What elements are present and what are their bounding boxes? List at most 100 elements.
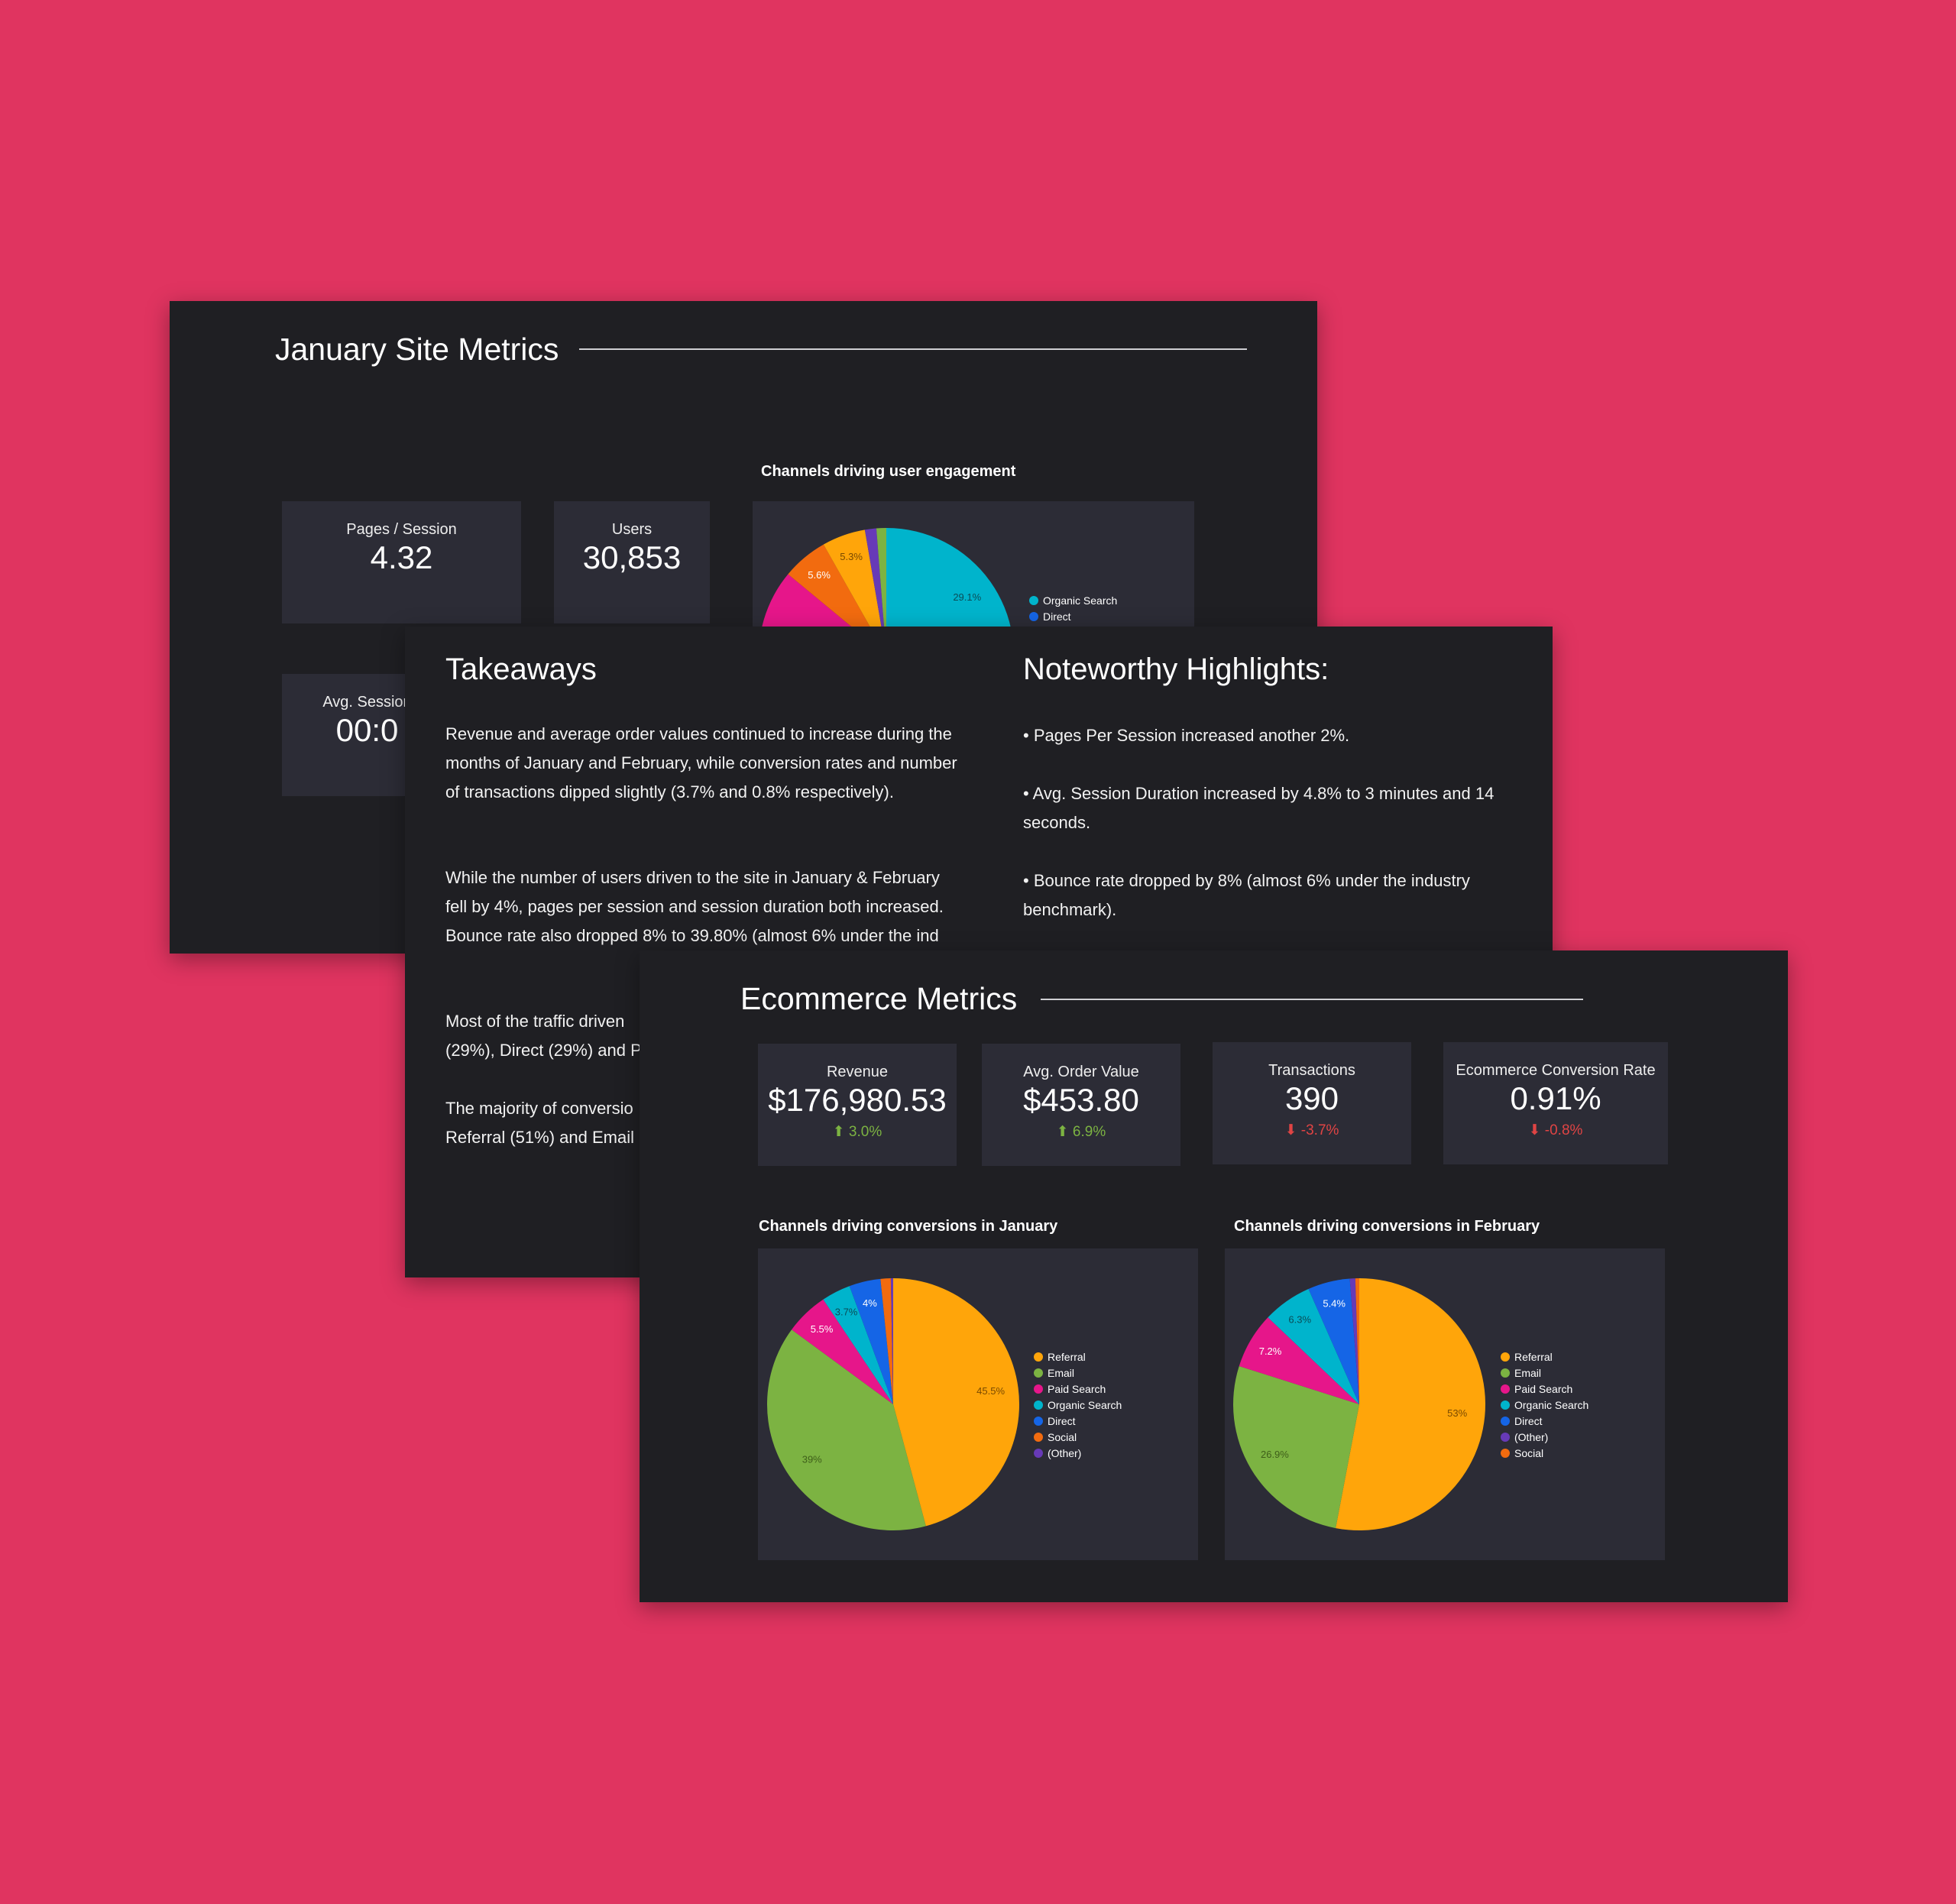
slice-value-label: 26.9% <box>1261 1449 1289 1460</box>
legend-label-organic-search: Organic Search <box>1043 594 1117 607</box>
revenue-card: Revenue $176,980.53 ⬆ 3.0% <box>758 1044 957 1166</box>
legend-swatch-paid-search <box>1034 1384 1043 1394</box>
pie-slice-direct <box>849 1278 893 1404</box>
pie-slice-social <box>1355 1278 1359 1404</box>
legend-swatch-organic-search <box>1501 1400 1510 1410</box>
legend-label-email: Email <box>1514 1367 1541 1379</box>
slide-title: January Site Metrics <box>275 332 559 367</box>
slice-value-label: 5.4% <box>1323 1298 1346 1310</box>
jan-pie-chart: 45.5% 39% 5.5%3.7% 4% Referral Email Paid Sear… <box>767 1278 1122 1530</box>
legend-swatch-email <box>1034 1368 1043 1378</box>
legend-label-direct: Direct <box>1514 1415 1543 1427</box>
avg-order-value-card: Avg. Order Value $453.80 ⬆ 6.9% <box>982 1044 1180 1166</box>
takeaways-paragraph: Revenue and average order values continu… <box>445 724 957 801</box>
legend-label-organic-search: Organic Search <box>1048 1399 1122 1411</box>
legend-label-other: (Other) <box>1514 1431 1548 1443</box>
pie-slice-other <box>1349 1278 1359 1404</box>
pie-slice-paid-search <box>792 1299 893 1404</box>
legend-swatch-social <box>1501 1449 1510 1458</box>
feb-pie-chart: 53% 26.9% 7.2% 6.3% 5.4% Referral Email Paid Se… <box>1233 1278 1588 1530</box>
card-label: Transactions <box>1268 1062 1355 1079</box>
trend-down-badge: ⬇ -0.8% <box>1528 1122 1583 1138</box>
legend-label-email: Email <box>1048 1367 1074 1379</box>
slice-value-label: 53% <box>1447 1407 1467 1419</box>
slice-value-label: 3.7% <box>835 1306 858 1317</box>
legend-swatch-referral <box>1034 1352 1043 1362</box>
pie-slice-referral <box>1336 1278 1485 1530</box>
feb-chart-title: Channels driving conversions in February <box>1234 1218 1540 1235</box>
card-value: 4.32 <box>370 539 433 575</box>
card-value: $453.80 <box>1023 1082 1139 1118</box>
pie-slice-other <box>890 1278 893 1404</box>
pie-slice-referral <box>893 1278 1019 1527</box>
slice-value-label: 7.2% <box>1259 1345 1282 1357</box>
card-label: Avg. Order Value <box>1023 1064 1139 1080</box>
pie-slice-social <box>880 1278 893 1404</box>
legend-swatch-referral <box>1501 1352 1510 1362</box>
slice-value-label: 4% <box>863 1297 877 1309</box>
pie-slice-email <box>876 528 886 656</box>
legend-label-direct: Direct <box>1043 610 1071 623</box>
slice-value-label: 5.5% <box>811 1323 834 1335</box>
pie-slice-paid-search <box>1239 1317 1359 1404</box>
legend-label-referral: Referral <box>1048 1351 1086 1363</box>
legend-swatch-organic-search <box>1034 1400 1043 1410</box>
legend-label-social: Social <box>1514 1447 1543 1459</box>
pages-per-session-card: Pages / Session 4.32 <box>282 501 521 623</box>
chart-title: Channels driving user engagement <box>761 463 1016 480</box>
trend-down-badge: ⬇ -3.7% <box>1284 1122 1339 1138</box>
card-value: 30,853 <box>582 539 682 575</box>
feb-chart-panel: 53% 26.9% 7.2% 6.3% 5.4% Referral Email Paid Se… <box>1225 1248 1665 1560</box>
trend-up-badge: ⬆ 3.0% <box>832 1124 882 1140</box>
legend-swatch-paid-search <box>1501 1384 1510 1394</box>
takeaways-heading: Takeaways <box>445 652 597 686</box>
legend-label-referral: Referral <box>1514 1351 1553 1363</box>
legend-label-direct: Direct <box>1048 1415 1076 1427</box>
title-divider <box>579 348 1247 350</box>
pie-slice-organic-search <box>823 1286 893 1404</box>
card-label: Avg. Session <box>322 694 412 711</box>
legend-swatch-other <box>1034 1449 1043 1458</box>
takeaways-paragraph: Most of the traffic driven (29%), Direct… <box>445 1012 642 1060</box>
users-card: Users 30,853 <box>554 501 710 623</box>
conversion-rate-card: Ecommerce Conversion Rate 0.91% ⬇ -0.8% <box>1443 1042 1668 1164</box>
legend-swatch-organic-search <box>1029 596 1038 605</box>
pie-slice-direct <box>1308 1278 1359 1404</box>
slice-value-label: 6.3% <box>1288 1313 1311 1325</box>
legend-swatch-direct <box>1034 1417 1043 1426</box>
title-divider <box>1041 999 1583 1000</box>
card-value: 0.91% <box>1510 1080 1601 1116</box>
card-label: Pages / Session <box>346 521 457 538</box>
pie-slice-email <box>767 1329 926 1530</box>
legend-swatch-direct <box>1501 1417 1510 1426</box>
pie-slice-email <box>1233 1365 1359 1529</box>
legend-label-organic-search: Organic Search <box>1514 1399 1588 1411</box>
slice-value-label: 5.3% <box>840 551 863 562</box>
slice-value-label: 5.6% <box>808 569 831 581</box>
highlight-item: • Pages Per Session increased another 2%… <box>1023 726 1350 745</box>
legend-label-social: Social <box>1048 1431 1077 1443</box>
legend-label-paid-search: Paid Search <box>1514 1383 1572 1395</box>
legend-swatch-direct <box>1029 612 1038 621</box>
takeaways-paragraph: While the number of users driven to the … <box>445 868 944 945</box>
slice-value-label: 45.5% <box>976 1385 1005 1397</box>
slice-value-label: 29.1% <box>953 591 981 603</box>
pie-slice-referral <box>823 529 886 656</box>
card-value: 00:0 <box>335 712 399 748</box>
legend-swatch-other <box>1501 1433 1510 1442</box>
card-value: 390 <box>1284 1080 1339 1116</box>
transactions-card: Transactions 390 ⬇ -3.7% <box>1213 1042 1411 1164</box>
highlights-heading: Noteworthy Highlights: <box>1023 652 1329 686</box>
card-label: Revenue <box>826 1064 889 1080</box>
legend-swatch-email <box>1501 1368 1510 1378</box>
card-label: Ecommerce Conversion Rate <box>1456 1062 1656 1079</box>
card-label: Users <box>611 521 653 538</box>
highlight-item: • Bounce rate dropped by 8% (almost 6% u… <box>1023 871 1470 919</box>
legend-label-other: (Other) <box>1048 1447 1081 1459</box>
slide-ecommerce-metrics: Ecommerce Metrics Revenue $176,980.53 ⬆ … <box>640 950 1788 1602</box>
legend-label-paid-search: Paid Search <box>1048 1383 1106 1395</box>
jan-chart-title: Channels driving conversions in January <box>759 1218 1058 1235</box>
pie-slice-other <box>864 528 886 656</box>
slice-value-label: 39% <box>802 1454 822 1465</box>
jan-chart-panel: 45.5% 39% 5.5% 3.7% 4% Referral Email Paid Sear… <box>758 1248 1198 1560</box>
